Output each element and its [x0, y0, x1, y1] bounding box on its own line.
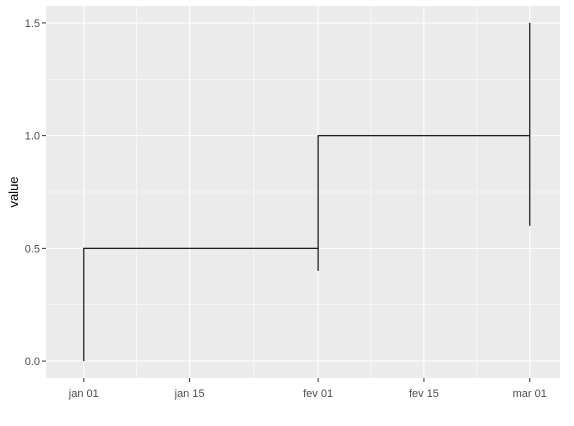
series-line-1: [83, 22, 531, 362]
y-tick-label: 1.5: [25, 18, 40, 30]
x-tick-label: fev 01: [303, 388, 333, 400]
y-tick-label: 0.0: [25, 356, 40, 368]
minor-gridlines: [46, 6, 560, 378]
x-tick-label: jan 15: [174, 388, 205, 400]
y-tick-label: 0.5: [25, 243, 40, 255]
series-layer: [83, 22, 531, 362]
x-tick-label: mar 01: [513, 388, 547, 400]
x-tick-label: fev 15: [409, 388, 439, 400]
y-axis: 0.0 0.5 1.0 1.5: [25, 18, 46, 368]
x-axis: jan 01 jan 15 fev 01 fev 15 mar 01: [68, 378, 547, 400]
x-tick-label: jan 01: [68, 388, 99, 400]
y-tick-label: 1.0: [25, 131, 40, 143]
y-axis-title: value: [6, 176, 21, 207]
